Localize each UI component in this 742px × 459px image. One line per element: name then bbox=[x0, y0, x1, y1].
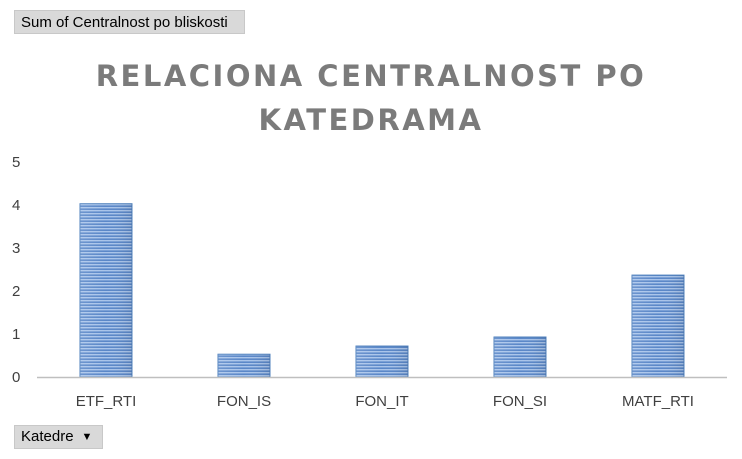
y-tick-label: 0 bbox=[12, 369, 20, 386]
x-tick-label: ETF_RTI bbox=[76, 393, 137, 410]
bar-shading bbox=[632, 275, 684, 377]
y-tick-label: 2 bbox=[12, 283, 20, 300]
chart-title: RELACIONA CENTRALNOST PO KATEDRAMA bbox=[95, 59, 647, 137]
y-tick-label: 4 bbox=[12, 197, 20, 214]
bar-shading bbox=[356, 346, 408, 377]
y-tick-label: 1 bbox=[12, 326, 20, 343]
bar-shading bbox=[218, 354, 270, 377]
y-tick-label: 5 bbox=[12, 154, 20, 171]
bar-shading bbox=[80, 203, 132, 377]
dropdown-arrow-icon[interactable]: ▼ bbox=[81, 431, 93, 443]
x-tick-label: FON_IT bbox=[355, 393, 408, 410]
value-field-button[interactable]: Sum of Centralnost po bliskosti bbox=[14, 10, 245, 34]
axis-field-label: Katedre bbox=[21, 428, 74, 445]
axis-field-button[interactable]: Katedre ▼ bbox=[14, 425, 103, 449]
x-tick-label: MATF_RTI bbox=[622, 393, 694, 410]
value-field-label: Sum of Centralnost po bliskosti bbox=[21, 14, 228, 31]
x-tick-label: FON_SI bbox=[493, 393, 547, 410]
x-tick-label: FON_IS bbox=[217, 393, 271, 410]
y-tick-label: 3 bbox=[12, 240, 20, 257]
bar-shading bbox=[494, 337, 546, 377]
